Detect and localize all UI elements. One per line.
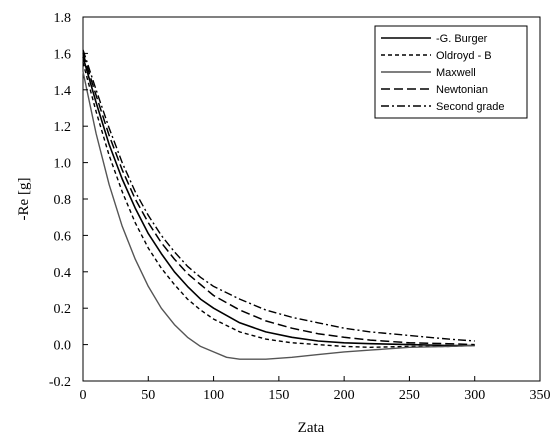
series-line-3 <box>82 71 475 360</box>
x-tick-label-100: 100 <box>203 388 224 403</box>
legend-items: -G. Burger Oldroyd - B Maxwell Newtonian Sec… <box>381 33 505 113</box>
x-tick-label-0: 0 <box>80 388 87 403</box>
x-tick-label-50: 50 <box>141 388 155 403</box>
y-tick-label-1.2: 1.2 <box>54 120 72 135</box>
y-tick-label-0.8: 0.8 <box>54 193 72 208</box>
legend-label-4: Newtonian <box>436 84 488 96</box>
x-tick-label-200: 200 <box>334 388 355 403</box>
legend-label-3: Maxwell <box>436 67 476 79</box>
axis-layer: 0 50 100 150 200 250 300 350 -0.2 0.0 0.2 0.4 0.6 0.8… <box>49 11 551 403</box>
y-tick-label--0.2: -0.2 <box>49 375 71 390</box>
y-tick-label-0.2: 0.2 <box>54 302 72 317</box>
y-tick-label-1.6: 1.6 <box>54 47 72 62</box>
y-tick-label-0.0: 0.0 <box>54 339 72 354</box>
legend: -G. Burger Oldroyd - B Maxwell Newtonian Sec… <box>374 25 528 119</box>
series-layer <box>82 49 475 360</box>
x-axis-label: Zata <box>298 420 325 436</box>
y-tick-label-1.8: 1.8 <box>54 11 72 26</box>
series-line-1 <box>82 56 475 347</box>
legend-label-1: -G. Burger <box>436 33 488 45</box>
x-tick-label-300: 300 <box>464 388 485 403</box>
y-tick-label-0.4: 0.4 <box>54 266 72 281</box>
series-line-2 <box>82 62 475 348</box>
y-tick-label-0.6: 0.6 <box>54 229 72 244</box>
y-axis-label: -Re [g] <box>16 178 32 221</box>
x-tick-label-350: 350 <box>530 388 551 403</box>
series-line-5 <box>82 49 475 342</box>
x-tick-label-250: 250 <box>399 388 420 403</box>
y-tick-label-1.4: 1.4 <box>54 84 72 99</box>
y-tick-label-1.0: 1.0 <box>54 157 72 172</box>
legend-label-5: Second grade <box>436 101 505 113</box>
x-tick-label-150: 150 <box>268 388 289 403</box>
legend-label-2: Oldroyd - B <box>436 50 492 62</box>
